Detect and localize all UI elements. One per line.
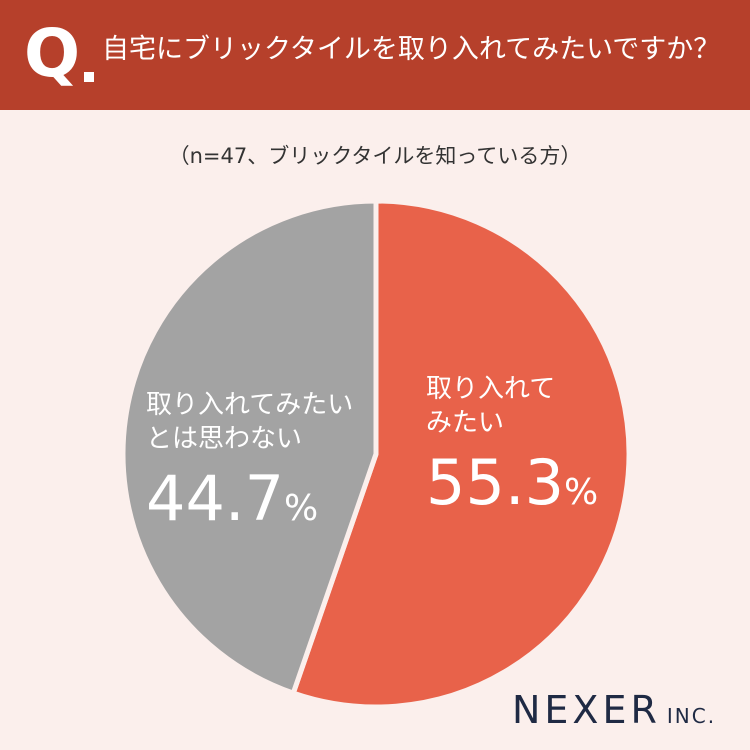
slice-value-yes-unit: % <box>564 472 599 513</box>
slice-label-yes-line1: 取り入れて <box>426 374 556 404</box>
slice-label-yes-line2: みたい <box>426 408 505 438</box>
sample-note: （n=47、ブリックタイルを知っている方） <box>168 144 582 168</box>
slice-label-no-line2: とは思わない <box>146 424 303 454</box>
logo-suffix: INC. <box>666 704 717 728</box>
slice-value-yes-number: 55.3 <box>426 446 565 519</box>
slice-value-no-unit: % <box>284 488 319 529</box>
slice-label-no-line1: 取り入れてみたい <box>146 390 354 420</box>
question-header: Q 自宅にブリックタイルを取り入れてみたいですか？ <box>0 0 750 110</box>
slice-value-no-number: 44.7 <box>146 462 285 535</box>
logo-name: NEXER <box>512 688 661 732</box>
pie-slice-no <box>120 198 379 696</box>
q-mark: Q <box>24 15 80 92</box>
slice-value-no: 44.7% <box>146 466 353 542</box>
question-text: 自宅にブリックタイルを取り入れてみたいですか？ <box>102 34 721 65</box>
nexer-logo: NEXER INC. <box>512 688 716 732</box>
q-dot-icon <box>84 72 94 82</box>
slice-label-yes: 取り入れて みたい 55.3% <box>426 372 598 526</box>
slice-value-yes: 55.3% <box>426 450 598 526</box>
slice-label-no: 取り入れてみたい とは思わない 44.7% <box>146 388 353 542</box>
